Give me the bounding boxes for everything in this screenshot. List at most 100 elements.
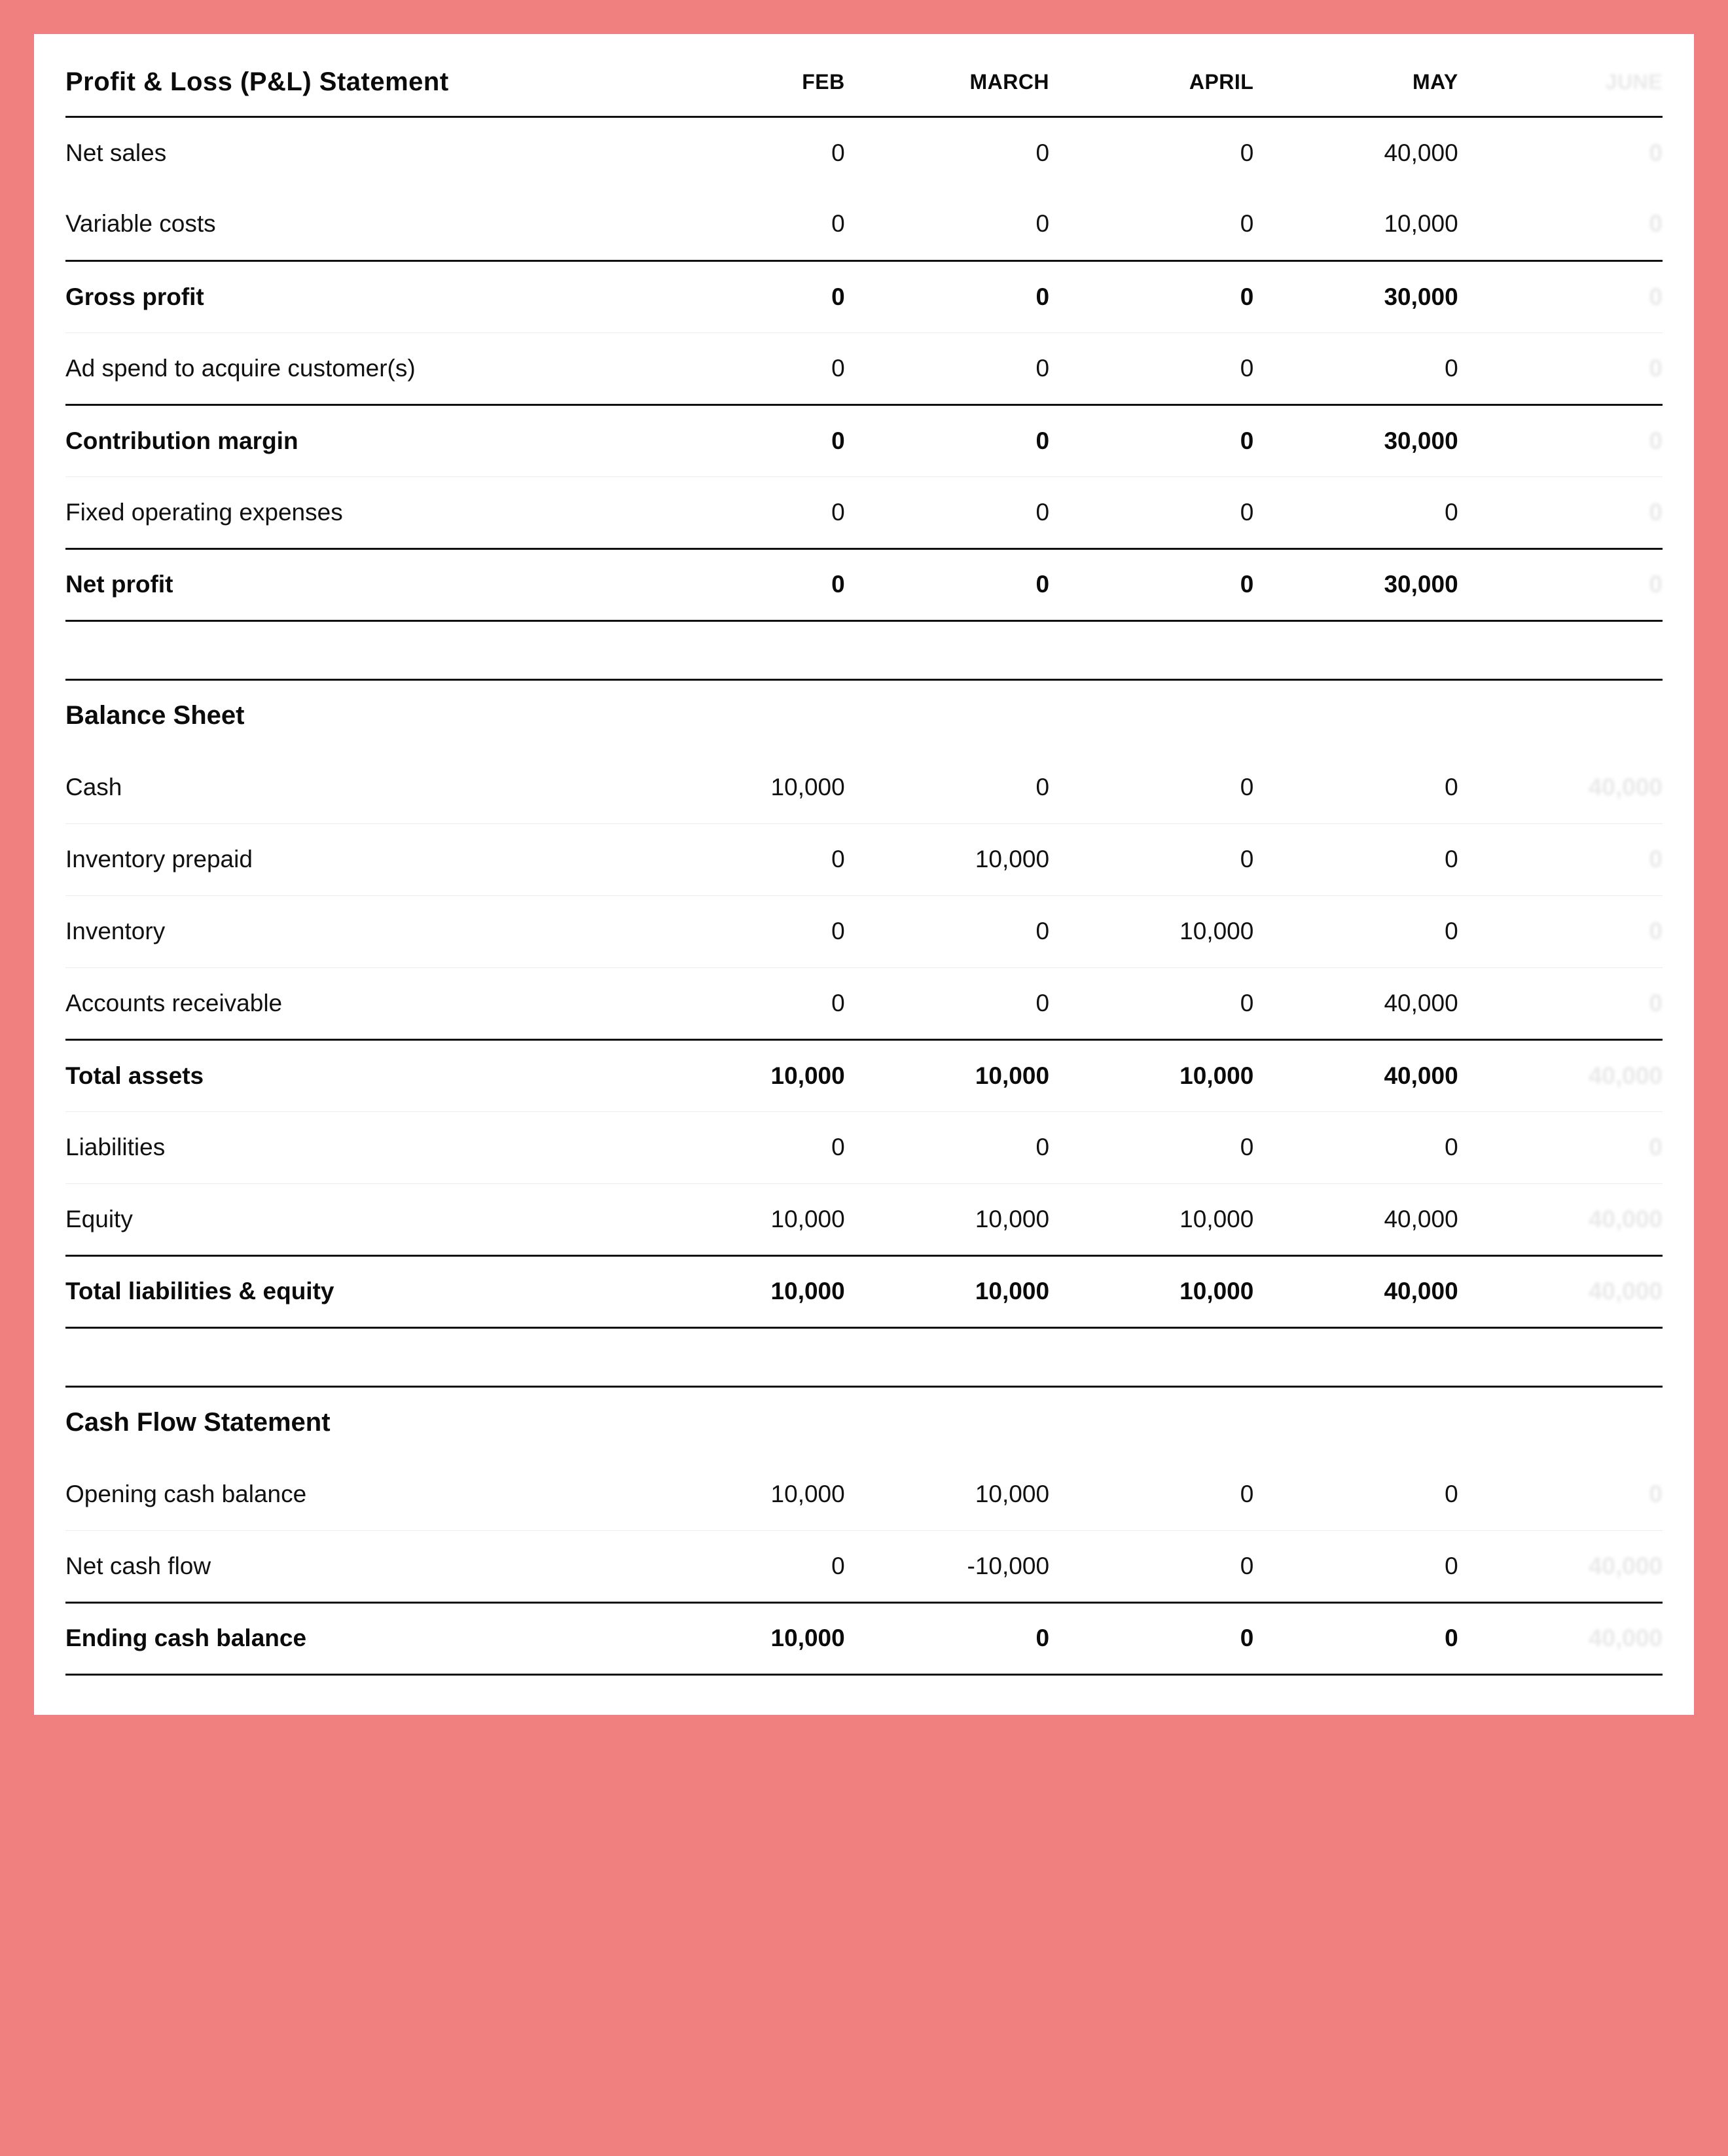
cell-value: 40,000 <box>1458 1530 1663 1602</box>
cell-value: 0 <box>640 895 844 967</box>
cell-value: 40,000 <box>1458 1039 1663 1111</box>
cell-value: 30,000 <box>1253 404 1458 476</box>
cell-value: 10,000 <box>845 823 1049 895</box>
row-label: Equity <box>65 1183 640 1255</box>
cell-value: 10,000 <box>845 1183 1049 1255</box>
section-title-row: Balance Sheet <box>65 679 1663 751</box>
cell-value: 0 <box>640 1530 844 1602</box>
cell-value: 10,000 <box>1049 1255 1253 1327</box>
cell-value: 10,000 <box>640 1602 844 1674</box>
table-row: Opening cash balance10,00010,000000 <box>65 1458 1663 1530</box>
cell-value: 0 <box>1049 1530 1253 1602</box>
cell-value: 0 <box>640 117 844 189</box>
cell-value: 0 <box>640 332 844 404</box>
section-title: Balance Sheet <box>65 679 640 751</box>
column-header: JUNE <box>1458 48 1663 117</box>
cell-value: 0 <box>1458 332 1663 404</box>
cell-value: 0 <box>1458 823 1663 895</box>
cell-value: 0 <box>845 895 1049 967</box>
column-header: MAY <box>1253 48 1458 117</box>
row-label: Inventory <box>65 895 640 967</box>
column-header: FEB <box>640 48 844 117</box>
cell-value: 10,000 <box>845 1255 1049 1327</box>
cell-value: 0 <box>1253 1530 1458 1602</box>
cell-value: 0 <box>1253 1111 1458 1183</box>
cell-value: 0 <box>1049 261 1253 332</box>
cell-value: 0 <box>1253 1602 1458 1674</box>
cell-value: 0 <box>845 261 1049 332</box>
row-label: Cash <box>65 751 640 823</box>
table-row: Total assets10,00010,00010,00040,00040,0… <box>65 1039 1663 1111</box>
table-row: Ending cash balance10,00000040,000 <box>65 1602 1663 1674</box>
cell-value: 0 <box>1253 895 1458 967</box>
table-header-row: Profit & Loss (P&L) StatementFEBMARCHAPR… <box>65 48 1663 117</box>
table-row: Net sales00040,0000 <box>65 117 1663 189</box>
cell-value: 40,000 <box>1458 751 1663 823</box>
cell-value: 0 <box>1049 751 1253 823</box>
cell-value: 10,000 <box>845 1458 1049 1530</box>
table-row: Variable costs00010,0000 <box>65 189 1663 261</box>
cell-value: 0 <box>640 548 844 620</box>
cell-value: 0 <box>845 332 1049 404</box>
cell-value: 0 <box>845 1602 1049 1674</box>
cell-value: 0 <box>845 1111 1049 1183</box>
column-header: APRIL <box>1049 48 1253 117</box>
row-label: Contribution margin <box>65 404 640 476</box>
cell-value: 0 <box>1253 751 1458 823</box>
cell-value: 0 <box>1458 476 1663 548</box>
cell-value: 10,000 <box>640 1255 844 1327</box>
cell-value: 0 <box>640 476 844 548</box>
cell-value: 0 <box>1049 1458 1253 1530</box>
table-row: Fixed operating expenses00000 <box>65 476 1663 548</box>
cell-value: 0 <box>1049 404 1253 476</box>
cell-value: 40,000 <box>1253 1039 1458 1111</box>
cell-value: 40,000 <box>1458 1183 1663 1255</box>
cell-value: 0 <box>1458 404 1663 476</box>
cell-value: 40,000 <box>1253 117 1458 189</box>
cell-value: 0 <box>845 404 1049 476</box>
cell-value: 0 <box>845 189 1049 261</box>
cell-value: 0 <box>845 967 1049 1039</box>
row-label: Accounts receivable <box>65 967 640 1039</box>
cell-value: 10,000 <box>640 1183 844 1255</box>
row-label: Total liabilities & equity <box>65 1255 640 1327</box>
cell-value: 40,000 <box>1253 1255 1458 1327</box>
cell-value: 40,000 <box>1458 1255 1663 1327</box>
cell-value: 0 <box>640 967 844 1039</box>
cell-value: 0 <box>1458 548 1663 620</box>
cell-value: 0 <box>845 751 1049 823</box>
cell-value: 10,000 <box>640 1458 844 1530</box>
cell-value: 10,000 <box>845 1039 1049 1111</box>
row-label: Total assets <box>65 1039 640 1111</box>
cell-value: 40,000 <box>1253 967 1458 1039</box>
cell-value: 0 <box>1253 1458 1458 1530</box>
cell-value: 0 <box>1253 476 1458 548</box>
cell-value: 40,000 <box>1253 1183 1458 1255</box>
cell-value: 0 <box>1049 823 1253 895</box>
financial-statement-sheet: Profit & Loss (P&L) StatementFEBMARCHAPR… <box>34 34 1694 1715</box>
cell-value: 0 <box>1049 1111 1253 1183</box>
table-row: Accounts receivable00040,0000 <box>65 967 1663 1039</box>
cell-value: 30,000 <box>1253 548 1458 620</box>
row-label: Opening cash balance <box>65 1458 640 1530</box>
table-row: Gross profit00030,0000 <box>65 261 1663 332</box>
cell-value: 0 <box>1049 548 1253 620</box>
row-label: Gross profit <box>65 261 640 332</box>
cell-value: 0 <box>640 261 844 332</box>
cell-value: 0 <box>1049 189 1253 261</box>
cell-value: 10,000 <box>1049 895 1253 967</box>
cell-value: 40,000 <box>1458 1602 1663 1674</box>
cell-value: 0 <box>845 476 1049 548</box>
cell-value: 0 <box>1458 117 1663 189</box>
row-label: Net sales <box>65 117 640 189</box>
cell-value: 0 <box>1253 823 1458 895</box>
row-label: Fixed operating expenses <box>65 476 640 548</box>
cell-value: 0 <box>1458 1111 1663 1183</box>
cell-value: 0 <box>640 404 844 476</box>
cell-value: 10,000 <box>640 1039 844 1111</box>
cell-value: 0 <box>845 548 1049 620</box>
cell-value: 0 <box>1458 1458 1663 1530</box>
cell-value: 0 <box>1458 189 1663 261</box>
table-row: Net profit00030,0000 <box>65 548 1663 620</box>
cell-value: 10,000 <box>1253 189 1458 261</box>
